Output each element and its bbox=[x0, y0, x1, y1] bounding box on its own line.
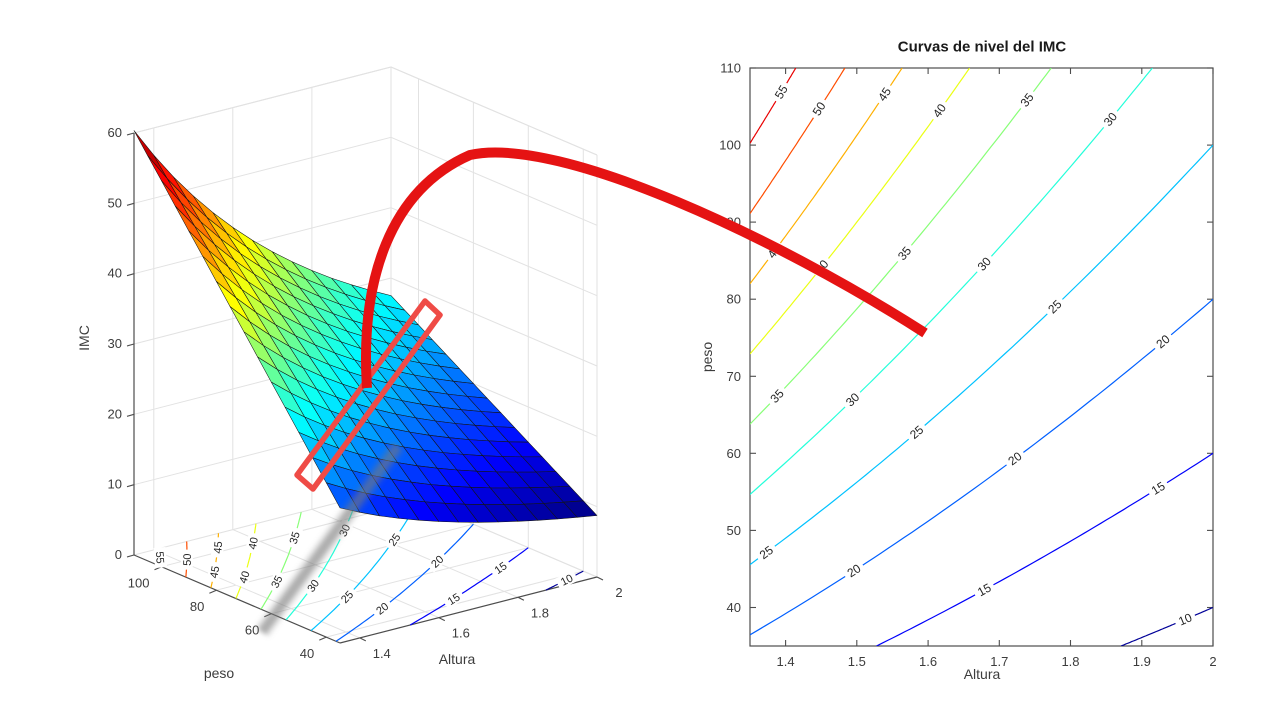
contour-label: 20 bbox=[1150, 329, 1176, 354]
slice-outline bbox=[294, 298, 443, 492]
y-tick-label: 50 bbox=[727, 523, 741, 538]
z-tick-label: 0 bbox=[115, 547, 122, 562]
svg-text:15: 15 bbox=[446, 591, 463, 608]
x-tick-label: 1.5 bbox=[848, 654, 866, 669]
surface-y-axis-label: peso bbox=[203, 665, 235, 681]
contour-label: 35 bbox=[1015, 87, 1039, 113]
svg-text:20: 20 bbox=[374, 601, 391, 618]
y-tick-label: 40 bbox=[300, 646, 314, 661]
slice-shadow-band bbox=[255, 440, 405, 638]
y-tick-label: 80 bbox=[190, 599, 204, 614]
x-tick-label: 1.6 bbox=[919, 654, 937, 669]
svg-text:50: 50 bbox=[182, 553, 194, 566]
y-tick-label: 110 bbox=[720, 61, 741, 76]
contour-label: 20 bbox=[1002, 447, 1028, 471]
contour-label: 30 bbox=[1098, 107, 1123, 132]
z-tick-label: 40 bbox=[108, 266, 122, 281]
contour-label: 30 bbox=[840, 387, 865, 412]
surface-z-axis-label: IMC bbox=[76, 325, 92, 351]
contour-label: 50 bbox=[807, 96, 831, 122]
y-tick-label: 100 bbox=[128, 576, 150, 591]
svg-text:35: 35 bbox=[288, 530, 303, 545]
contour-label: 15 bbox=[971, 579, 997, 601]
svg-text:35: 35 bbox=[269, 574, 285, 590]
x-tick-label: 1.8 bbox=[1061, 654, 1079, 669]
x-tick-label: 1.6 bbox=[452, 626, 470, 641]
z-tick-label: 10 bbox=[108, 477, 122, 492]
z-tick-label: 30 bbox=[108, 336, 122, 351]
svg-text:15: 15 bbox=[493, 560, 510, 577]
contour-x-axis-label: Altura bbox=[963, 666, 1001, 682]
svg-text:55: 55 bbox=[772, 82, 791, 101]
contour-plot-title: Curvas de nivel del IMC bbox=[897, 38, 1067, 56]
svg-text:40: 40 bbox=[247, 536, 261, 550]
contour-label: 30 bbox=[972, 251, 997, 277]
contour-label: 40 bbox=[928, 98, 951, 124]
x-tick-label: 2 bbox=[1209, 654, 1216, 669]
svg-text:10: 10 bbox=[1176, 610, 1194, 628]
surface-x-axis-label: Altura bbox=[438, 651, 476, 667]
svg-text:30: 30 bbox=[305, 578, 322, 595]
surface-floor-contour-labels: 1015152020252530303535404045455055 bbox=[153, 518, 579, 620]
z-tick-label: 50 bbox=[108, 195, 122, 210]
svg-text:15: 15 bbox=[975, 580, 994, 599]
svg-text:25: 25 bbox=[387, 532, 404, 549]
x-tick-label: 1.9 bbox=[1133, 654, 1151, 669]
contour-label: 25 bbox=[904, 420, 929, 445]
contour-y-axis-label: peso bbox=[699, 341, 715, 373]
svg-text:40: 40 bbox=[237, 570, 252, 585]
z-tick-label: 60 bbox=[108, 125, 122, 140]
y-tick-label: 100 bbox=[719, 138, 741, 153]
contour-label: 35 bbox=[765, 384, 790, 409]
contour-label: 35 bbox=[892, 241, 917, 266]
y-tick-label: 70 bbox=[727, 369, 741, 384]
y-tick-label: 60 bbox=[727, 446, 741, 461]
contour-label: 15 bbox=[1145, 477, 1171, 500]
x-tick-label: 1.8 bbox=[531, 605, 549, 620]
x-tick-label: 1.4 bbox=[373, 646, 391, 661]
x-tick-label: 1.4 bbox=[777, 654, 795, 669]
y-tick-label: 40 bbox=[727, 600, 741, 615]
svg-text:45: 45 bbox=[208, 565, 222, 579]
y-tick-label: 80 bbox=[727, 292, 741, 307]
x-tick-label: 2 bbox=[615, 585, 622, 600]
svg-text:45: 45 bbox=[212, 541, 225, 554]
z-tick-label: 20 bbox=[108, 406, 122, 421]
annotation-arrow bbox=[361, 147, 928, 389]
x-tick-label: 1.7 bbox=[990, 654, 1008, 669]
contour-label: 25 bbox=[1042, 294, 1067, 319]
contour-label: 10 bbox=[1172, 609, 1198, 630]
surface-mesh bbox=[133, 130, 598, 523]
contour-label: 55 bbox=[770, 79, 793, 105]
contour-label: 25 bbox=[754, 541, 779, 564]
svg-text:10: 10 bbox=[559, 572, 575, 588]
contour-label: 20 bbox=[841, 559, 867, 582]
contour-lines: 1015152020202525253030303535354040454550… bbox=[750, 68, 1213, 646]
svg-text:55: 55 bbox=[153, 551, 166, 564]
contour-label: 45 bbox=[873, 81, 896, 107]
